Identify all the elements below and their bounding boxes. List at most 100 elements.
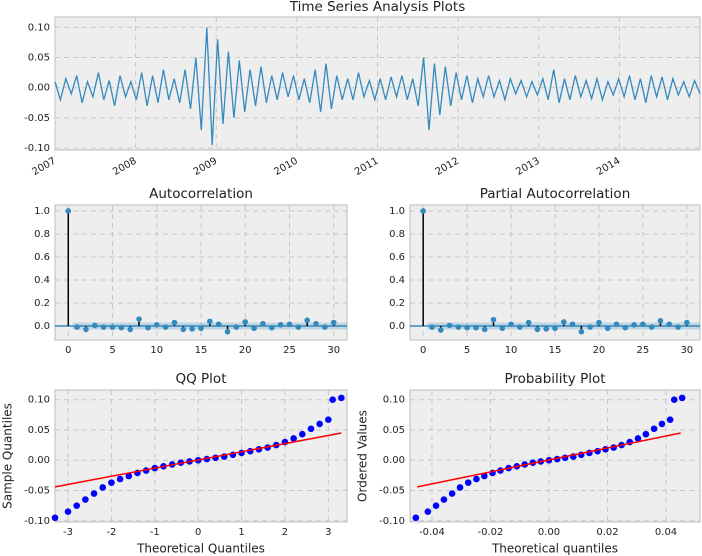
- y-tick-label: 1.0: [34, 206, 50, 217]
- stem-marker: [578, 328, 585, 335]
- stem-marker: [648, 324, 655, 330]
- point: [448, 490, 456, 497]
- y-tick-label: -0.05: [379, 486, 405, 497]
- x-tick-label: 5: [109, 345, 115, 356]
- point: [440, 496, 448, 503]
- y-tick-label: 0.2: [389, 298, 405, 309]
- stem-marker: [109, 324, 116, 330]
- point: [650, 425, 658, 433]
- stem-marker: [189, 326, 195, 332]
- point: [432, 502, 440, 509]
- stem-marker: [74, 324, 80, 330]
- x-tick-label: 20: [239, 345, 252, 356]
- stem-marker: [153, 322, 160, 328]
- x-tick-label: 2013: [514, 156, 542, 178]
- point: [481, 472, 488, 480]
- x-tick-label: 10: [505, 345, 518, 356]
- stem-marker: [490, 316, 497, 323]
- stem-marker: [596, 319, 602, 326]
- y-tick-label: 0.8: [389, 229, 405, 240]
- stem-marker: [446, 322, 453, 329]
- x-tick-label: -1: [150, 527, 160, 538]
- stem-marker: [118, 324, 125, 331]
- point: [642, 430, 650, 438]
- y-tick-label: 0.6: [389, 252, 405, 263]
- point: [116, 475, 124, 483]
- point: [412, 514, 420, 522]
- x-tick-label: 0: [195, 527, 201, 538]
- stem-marker: [622, 324, 629, 331]
- y-tick-label: -0.10: [24, 516, 50, 527]
- stem-marker: [207, 318, 213, 325]
- x-tick-label: 15: [549, 345, 562, 356]
- x-tick-label: -3: [63, 527, 73, 538]
- x-tick-label: 2007: [30, 156, 58, 178]
- y-tick-label: 0.10: [383, 395, 405, 406]
- stem-marker: [251, 325, 257, 332]
- subplot: -0.10 -0.05 0.00 0.05 0.10 2007 2008 2009 2010 20…: [24, 0, 701, 178]
- stem-marker: [429, 324, 435, 330]
- fit-line: [417, 432, 681, 488]
- point: [325, 416, 332, 423]
- stem-marker: [145, 324, 151, 331]
- stem-marker: [180, 326, 187, 333]
- stem-marker: [675, 324, 681, 330]
- y-tick-label: 0.05: [383, 425, 405, 436]
- point: [666, 416, 674, 423]
- y-axis-label: Ordered Values: [356, 410, 370, 502]
- stem-marker: [613, 321, 620, 328]
- stem-marker: [666, 321, 673, 328]
- y-tick-label: -0.10: [24, 143, 50, 154]
- stem-marker: [543, 326, 550, 332]
- point: [82, 496, 89, 503]
- stem-marker: [304, 317, 310, 324]
- point: [125, 472, 133, 480]
- stem-marker: [684, 319, 690, 326]
- stem-marker: [569, 321, 576, 328]
- point: [329, 396, 336, 403]
- x-tick-label: 2008: [111, 156, 139, 178]
- point: [316, 420, 323, 428]
- point: [90, 490, 98, 497]
- fit-line: [54, 432, 342, 488]
- subplot-title: Time Series Analysis Plots: [289, 0, 466, 15]
- y-tick-label: 0.4: [34, 275, 50, 286]
- x-tick-label: 30: [327, 345, 340, 356]
- stem-marker: [508, 321, 514, 328]
- x-tick-label: -0.02: [478, 527, 504, 538]
- x-tick-label: 5: [464, 345, 470, 356]
- stem-marker: [420, 208, 426, 214]
- stem-marker: [604, 325, 611, 332]
- x-tick-label: 20: [593, 345, 606, 356]
- point: [64, 508, 72, 516]
- x-tick-label: 15: [195, 345, 208, 356]
- stem-marker: [92, 322, 98, 329]
- y-axis-label: Sample Quantiles: [1, 403, 15, 509]
- stem-marker: [215, 321, 222, 328]
- x-tick-label: -2: [106, 527, 116, 538]
- y-tick-label: -0.05: [24, 486, 50, 497]
- stem-marker: [136, 316, 142, 322]
- y-tick-label: -0.10: [379, 516, 405, 527]
- series-line: [54, 27, 701, 146]
- x-tick-label: 10: [150, 345, 163, 356]
- point: [456, 484, 464, 491]
- stem-marker: [534, 326, 541, 333]
- x-tick-label: 2012: [434, 156, 462, 178]
- stem-marker: [330, 319, 337, 326]
- stem-marker: [631, 322, 637, 328]
- subplot: 0.0 0.2 0.4 0.6 0.8 1.0 0 5 10 15 20 25 30 Partial Au…: [389, 186, 701, 356]
- point: [473, 475, 480, 483]
- point: [424, 508, 432, 516]
- stem-marker: [481, 326, 488, 333]
- stem-marker: [313, 320, 319, 327]
- stem-marker: [464, 324, 470, 331]
- point: [678, 394, 686, 402]
- point: [670, 396, 678, 403]
- x-tick-label: 0: [420, 345, 426, 356]
- stem-marker: [552, 325, 558, 332]
- stem-marker: [277, 322, 284, 328]
- y-tick-label: 0.0: [389, 321, 405, 332]
- x-axis-label: Theoretical Quantiles: [136, 542, 265, 556]
